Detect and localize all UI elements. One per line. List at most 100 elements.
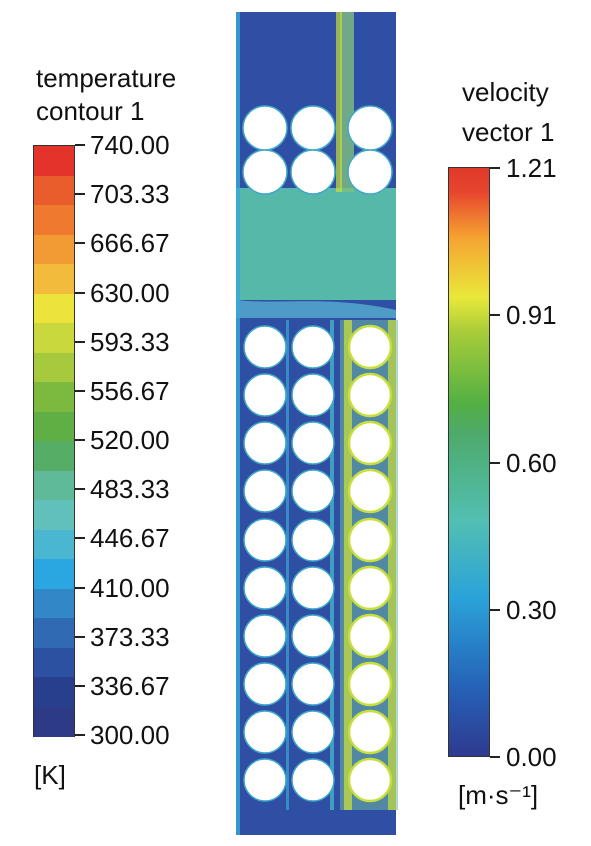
temperature-tick-label: 446.67: [90, 523, 170, 554]
upper-jet: [340, 12, 354, 192]
temperature-tick: [75, 488, 85, 491]
temperature-tick: [75, 389, 85, 392]
tube-circle: [291, 325, 335, 369]
temperature-color-band: [34, 470, 74, 501]
tube-circle: [347, 324, 393, 370]
temperature-tick: [75, 586, 85, 589]
velocity-colorbar: [448, 167, 490, 757]
tube-circle: [347, 709, 393, 755]
temperature-tick-label: 556.67: [90, 375, 170, 406]
velocity-tick: [490, 756, 500, 758]
left-wall-streak: [236, 12, 240, 835]
temperature-color-band: [34, 352, 74, 383]
velocity-tick: [490, 461, 500, 464]
temperature-tick-label: 593.33: [90, 326, 170, 357]
tube-circle: [243, 421, 287, 465]
temperature-tick: [75, 684, 85, 687]
temperature-tick: [75, 193, 85, 196]
tube-circle: [243, 758, 287, 802]
tube-circle: [291, 614, 335, 658]
temperature-color-band: [34, 234, 74, 265]
inner-streak: [330, 320, 334, 810]
temperature-tick-label: 703.33: [90, 179, 170, 210]
tube-circle: [291, 518, 335, 562]
tube-circle: [347, 468, 393, 514]
velocity-unit: [m·s⁻¹]: [458, 780, 539, 810]
temperature-tick-label: 666.67: [90, 228, 170, 259]
temperature-color-band: [34, 205, 74, 235]
velocity-tick: [490, 167, 500, 169]
velocity-title-line-2: vector 1: [462, 117, 555, 147]
temperature-tick-label: 483.33: [90, 474, 170, 505]
tube-circle: [347, 613, 393, 659]
tube-circle: [290, 105, 336, 151]
tube-circle: [243, 614, 287, 658]
velocity-legend-title: velocity vector 1: [462, 72, 555, 152]
temperature-tick: [75, 291, 85, 294]
temperature-tick: [75, 635, 85, 638]
velocity-tick: [490, 608, 500, 611]
temperature-tick-label: 373.33: [90, 621, 170, 652]
temperature-color-band: [34, 411, 74, 442]
tube-circle: [347, 149, 393, 195]
tube-circle: [291, 566, 335, 610]
temperature-tick-label: 520.00: [90, 425, 170, 455]
velocity-tick-label: 0.91: [506, 300, 557, 331]
tube-circle: [347, 517, 393, 563]
tube-circle: [347, 105, 393, 151]
temperature-color-band: [34, 264, 74, 294]
velocity-tick-label: 0.30: [506, 594, 557, 625]
tube-circle: [291, 421, 335, 465]
channel-transition: [236, 300, 396, 318]
tube-circle: [243, 325, 287, 369]
inner-streak: [286, 320, 289, 810]
tube-circle: [290, 149, 336, 195]
velocity-title-line-1: velocity: [462, 77, 549, 107]
temperature-tick: [75, 734, 85, 736]
tube-circle: [243, 566, 287, 610]
tube-circle: [243, 373, 287, 417]
temperature-tick: [75, 340, 85, 343]
velocity-tick-label: 0.60: [506, 447, 557, 478]
temperature-tick: [75, 537, 85, 540]
temperature-tick: [75, 242, 85, 245]
tube-circle: [291, 662, 335, 706]
temperature-color-band: [34, 146, 74, 176]
mixing-channel: [236, 188, 396, 300]
tube-circle: [242, 105, 288, 151]
tube-circle: [291, 710, 335, 754]
temperature-tick-label: 300.00: [90, 720, 170, 750]
temperature-color-band: [34, 293, 74, 324]
temperature-legend-title: temperature contour 1: [36, 62, 176, 128]
upper-jet-core: [336, 12, 342, 192]
temperature-tick: [75, 144, 85, 146]
tube-circle: [243, 662, 287, 706]
velocity-tick-label: 1.21: [506, 153, 557, 183]
tube-circle: [291, 469, 335, 513]
temperature-unit: [K]: [34, 760, 66, 790]
temperature-color-band: [34, 706, 74, 737]
temperature-color-band: [34, 500, 74, 530]
tube-circle: [347, 372, 393, 418]
temperature-color-band: [34, 559, 74, 589]
lower-jet-core: [344, 320, 352, 810]
temperature-tick-label: 410.00: [90, 572, 170, 603]
temperature-tick: [75, 439, 85, 441]
temperature-tick-label: 740.00: [90, 130, 170, 160]
temperature-color-band: [34, 647, 74, 678]
temperature-color-band: [34, 677, 74, 707]
temperature-color-band: [34, 175, 74, 206]
temperature-color-band: [34, 323, 74, 353]
tube-circle: [291, 373, 335, 417]
temperature-color-band: [34, 441, 74, 471]
velocity-tick: [490, 314, 500, 317]
tube-circle: [347, 420, 393, 466]
temperature-color-band: [34, 382, 74, 412]
temperature-title-line-2: contour 1: [36, 96, 145, 126]
temperature-tick-label: 336.67: [90, 670, 170, 701]
tube-circle: [243, 469, 287, 513]
tube-circle: [243, 518, 287, 562]
temperature-color-band: [34, 618, 74, 648]
tube-circle: [242, 149, 288, 195]
